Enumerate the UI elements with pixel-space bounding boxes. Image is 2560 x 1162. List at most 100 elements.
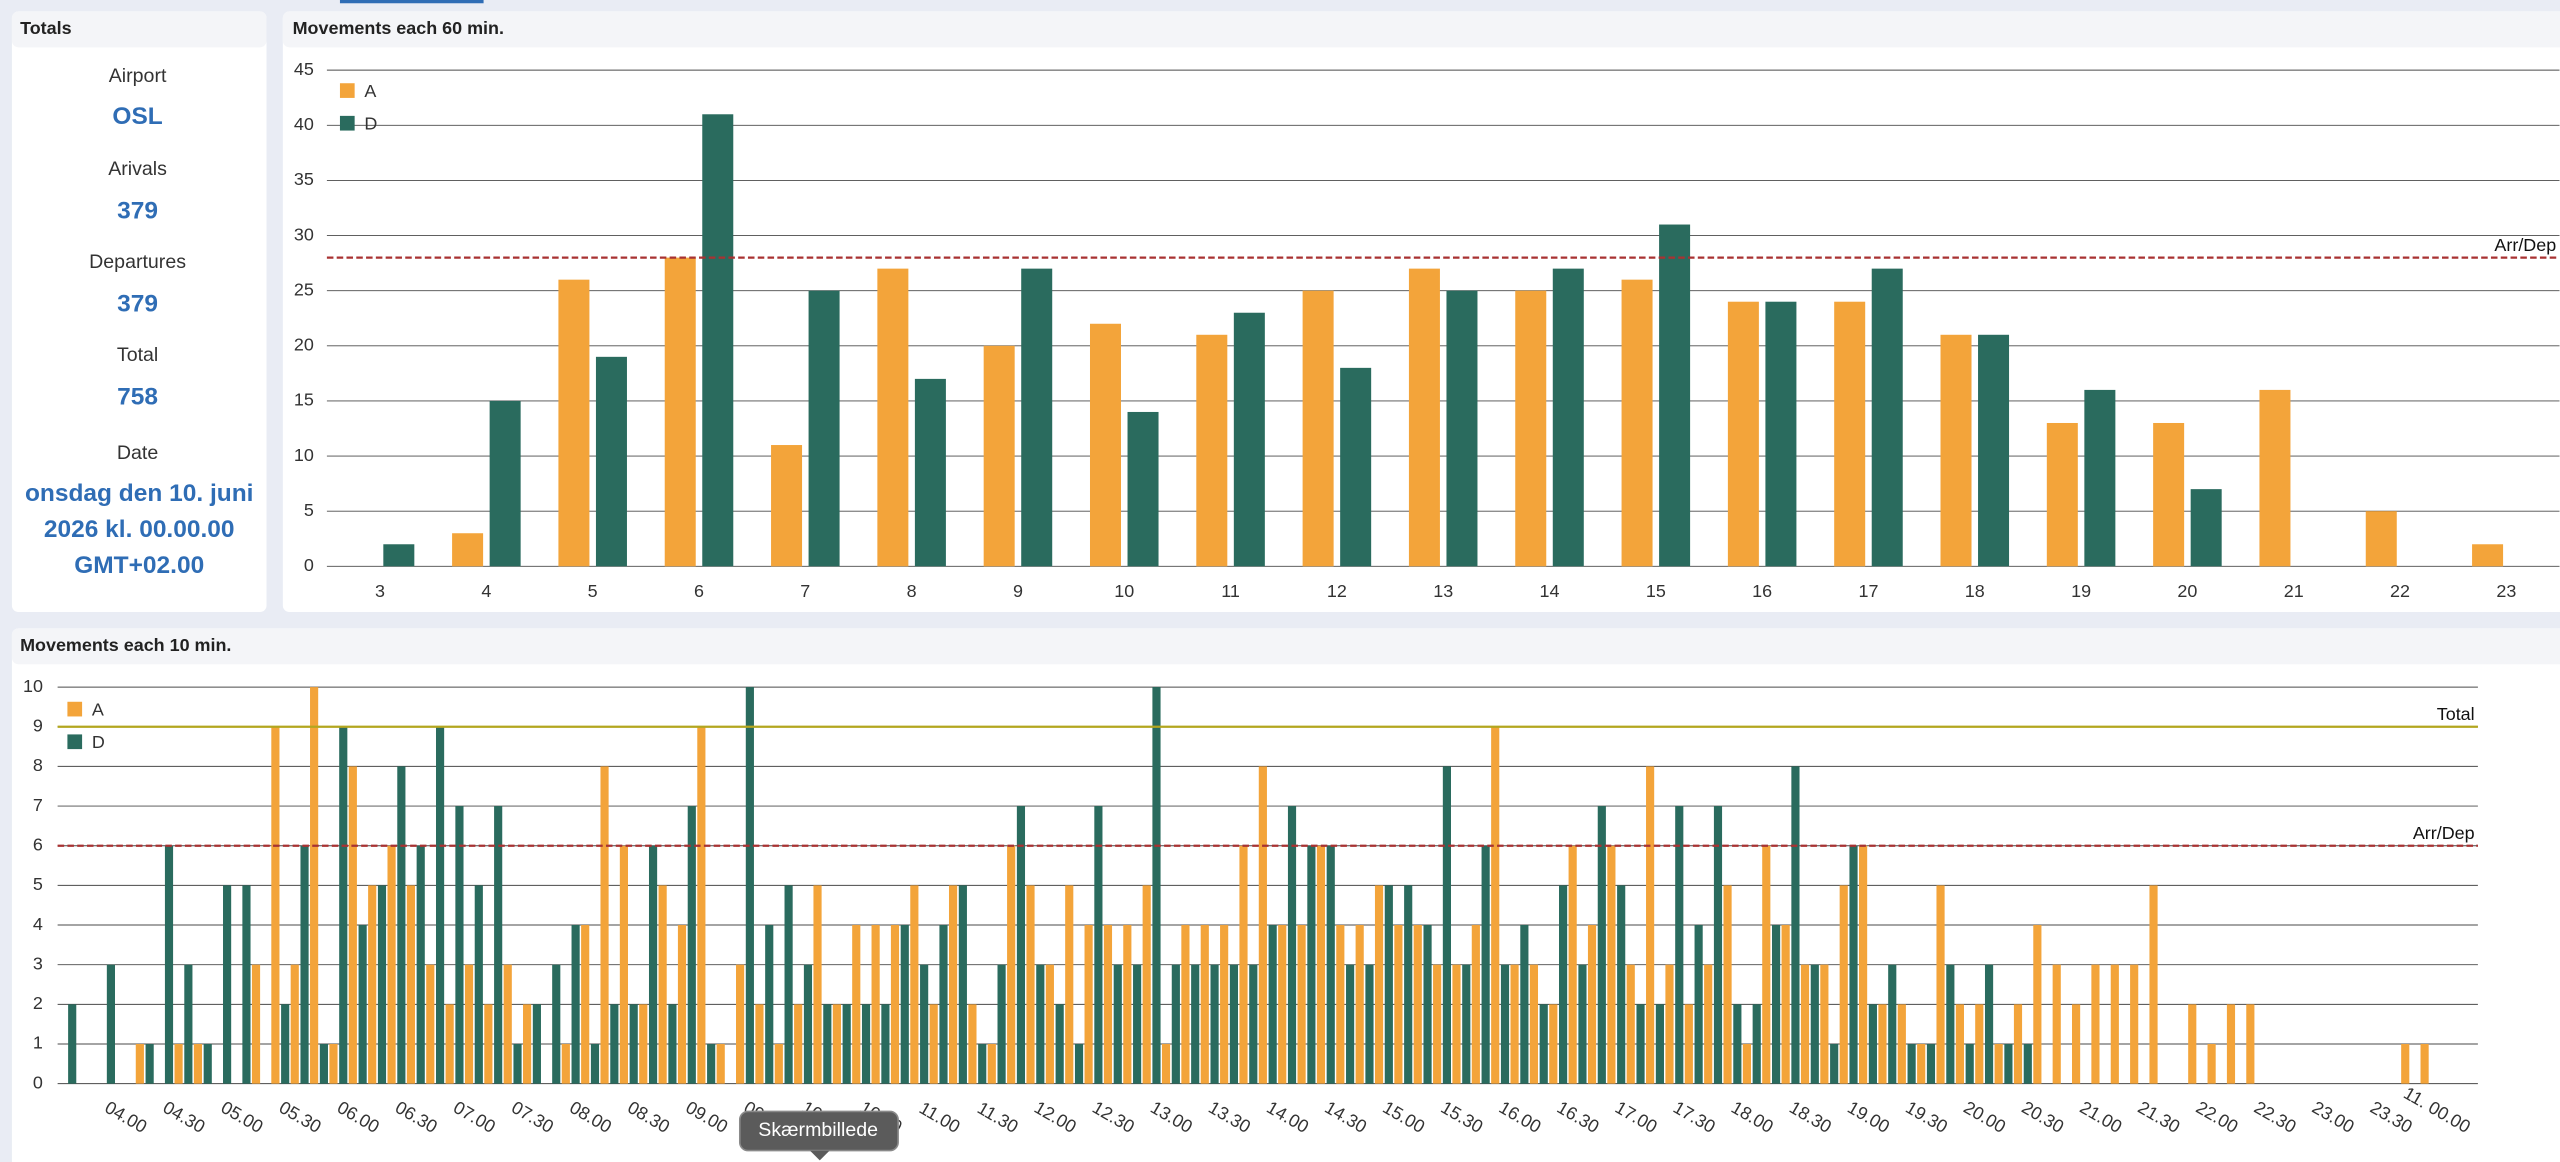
bar	[1481, 845, 1490, 1084]
bar	[2072, 1004, 2081, 1084]
x-tick-label: 15	[1646, 581, 1666, 601]
x-tick-label: 18	[1965, 581, 1985, 601]
bar	[861, 1004, 871, 1084]
bar	[271, 726, 280, 1084]
bar	[1268, 925, 1277, 1084]
bar	[1365, 964, 1374, 1084]
bar	[290, 964, 299, 1084]
x-tick-label: 22	[2390, 581, 2410, 601]
y-tick-label: 1	[33, 1033, 43, 1053]
total-label: Airport	[109, 65, 167, 87]
bar	[939, 925, 948, 1084]
bar	[1659, 224, 1691, 567]
bar	[561, 1044, 570, 1084]
bar	[1578, 964, 1587, 1084]
bar	[1871, 268, 1903, 567]
bar	[455, 806, 464, 1084]
panel-header	[11, 11, 267, 48]
x-tick-label: 5	[588, 581, 598, 601]
bar	[1878, 1004, 1887, 1084]
bar	[445, 1004, 454, 1084]
bar	[1446, 290, 1478, 567]
y-tick-label: 0	[33, 1072, 43, 1092]
bar	[1587, 925, 1597, 1084]
bar	[1336, 925, 1345, 1084]
bar	[310, 687, 319, 1084]
bar	[687, 806, 696, 1084]
bar	[300, 845, 309, 1084]
x-tick-label: 11	[1221, 581, 1240, 601]
bar	[1316, 845, 1326, 1084]
bar	[319, 1044, 328, 1084]
bar	[1181, 925, 1190, 1084]
bar	[968, 1004, 977, 1084]
bar	[890, 925, 900, 1084]
bar	[774, 1044, 783, 1084]
bar	[877, 268, 909, 567]
bar	[1161, 1044, 1171, 1084]
legend-swatch	[67, 701, 83, 717]
bar	[948, 885, 958, 1084]
bar	[1021, 268, 1053, 567]
y-tick-label: 6	[33, 834, 43, 854]
bar	[1404, 885, 1413, 1084]
bar	[1859, 845, 1868, 1084]
bar	[164, 845, 174, 1084]
bar	[1810, 964, 1819, 1084]
bar	[1074, 1044, 1084, 1084]
plot-line-label: Arr/Dep	[2413, 823, 2475, 843]
bar	[1839, 885, 1848, 1084]
bar	[2190, 489, 2222, 567]
bar	[1762, 845, 1771, 1084]
bar	[368, 885, 377, 1084]
total-label: Departures	[89, 251, 186, 273]
bar	[1552, 268, 1584, 567]
x-tick-label: 16	[1752, 581, 1772, 601]
bar	[1897, 1004, 1906, 1084]
bar	[1084, 925, 1093, 1084]
bar	[697, 726, 706, 1084]
bar	[929, 1004, 938, 1084]
bar	[1258, 766, 1267, 1084]
legend-swatch	[339, 83, 355, 98]
y-tick-label: 45	[294, 59, 314, 79]
bar	[523, 1004, 532, 1084]
bar	[1975, 1004, 1984, 1084]
bar	[1742, 1044, 1752, 1084]
bar	[648, 845, 658, 1084]
bar	[900, 925, 909, 1084]
tooltip: Skærmbillede	[738, 1110, 899, 1161]
bar	[1597, 806, 1606, 1084]
panel-title: Movements each 10 min.	[20, 635, 231, 655]
bar	[1926, 1044, 1936, 1084]
bar	[771, 445, 803, 567]
bar	[1617, 885, 1626, 1084]
y-tick-label: 30	[294, 224, 314, 244]
bar	[842, 1004, 851, 1084]
bar	[1196, 334, 1228, 567]
legend-label: D	[92, 732, 105, 752]
bar	[1781, 925, 1790, 1084]
bar	[600, 766, 609, 1084]
bar	[2153, 422, 2185, 567]
total-label: Arivals	[108, 158, 167, 180]
bar	[281, 1004, 290, 1084]
bar	[1917, 1044, 1926, 1084]
bar	[358, 925, 367, 1084]
bar	[2084, 389, 2116, 567]
bar	[1549, 1004, 1558, 1084]
tooltip-text: Skærmbillede	[758, 1119, 878, 1141]
bar	[765, 925, 774, 1084]
bar	[464, 964, 474, 1084]
bar	[503, 964, 512, 1084]
bar	[664, 257, 696, 567]
bar	[1936, 885, 1945, 1084]
bar	[1636, 1004, 1645, 1084]
bar	[910, 885, 919, 1084]
bar	[251, 964, 261, 1084]
bar	[1491, 726, 1500, 1084]
bar	[1539, 1004, 1548, 1084]
x-tick-label: 23	[2496, 581, 2516, 601]
bar	[2246, 1004, 2255, 1084]
bar	[619, 845, 628, 1084]
